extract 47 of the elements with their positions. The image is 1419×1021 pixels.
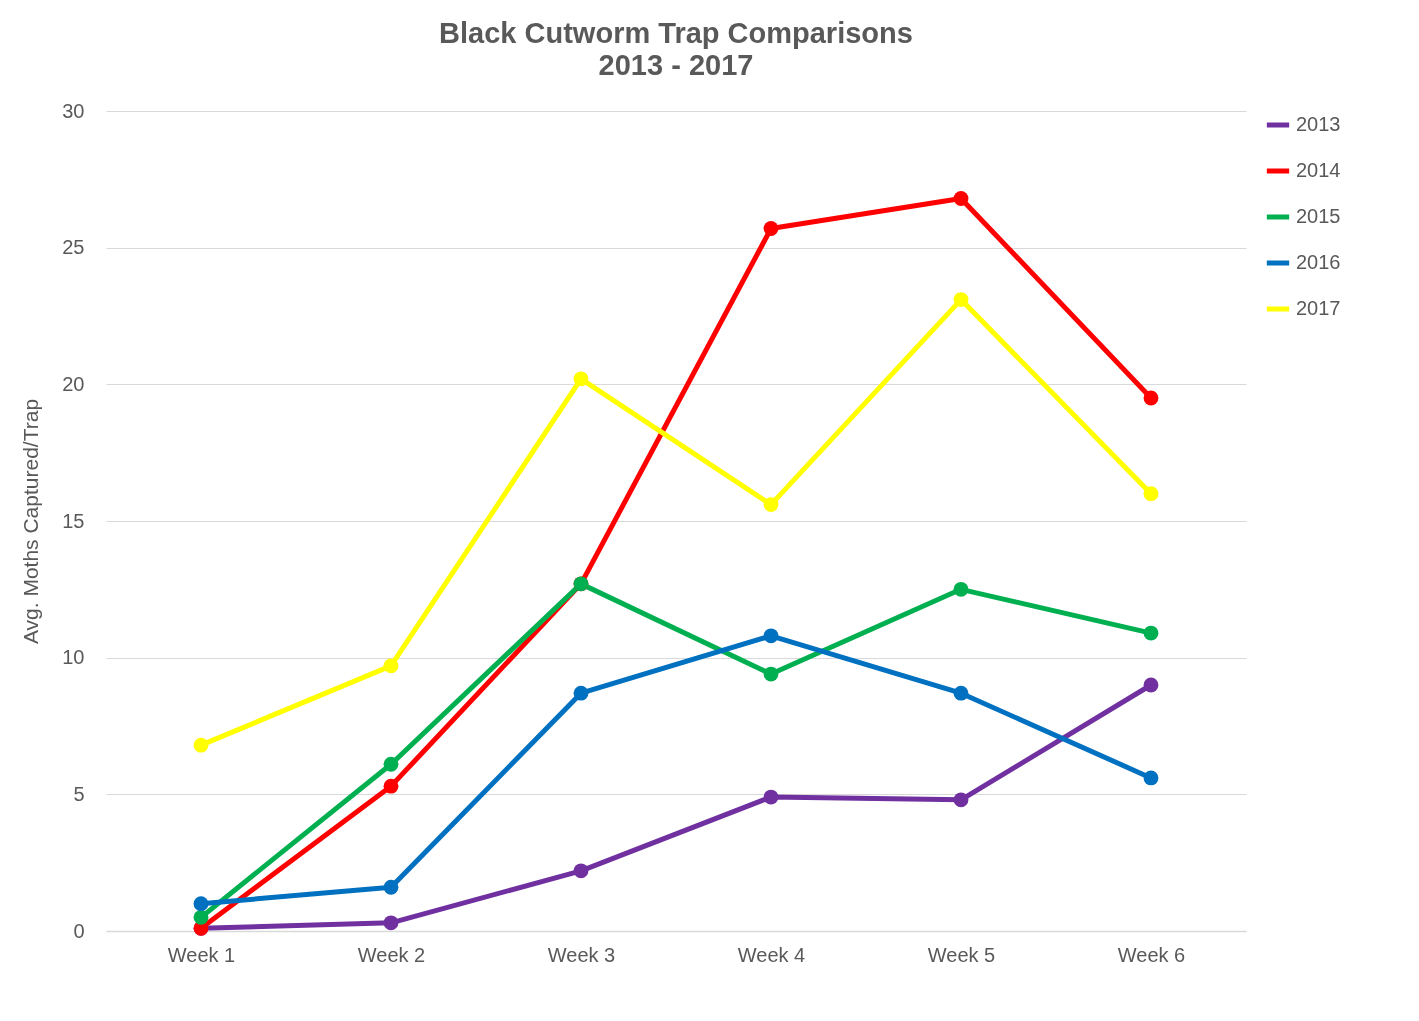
chart-title: Black Cutworm Trap Comparisons xyxy=(439,17,913,49)
point xyxy=(1143,390,1159,406)
point xyxy=(1143,486,1159,502)
x-tick-label: Week 2 xyxy=(357,943,426,966)
point xyxy=(953,581,969,597)
point xyxy=(763,628,779,644)
point xyxy=(383,879,399,895)
point xyxy=(573,371,589,387)
y-tick-label: 10 xyxy=(62,646,85,669)
point xyxy=(763,497,779,512)
y-tick-label: 5 xyxy=(73,782,85,805)
legend-label: 2014 xyxy=(1296,159,1341,181)
x-tick-label: Week 4 xyxy=(737,943,806,966)
chart-subtitle: 2013 - 2017 xyxy=(598,49,754,81)
legend-label: 2017 xyxy=(1296,297,1341,319)
y-tick-label: 15 xyxy=(62,509,85,532)
point xyxy=(1143,770,1159,786)
x-tick-label: Week 1 xyxy=(167,943,236,966)
point xyxy=(953,792,969,808)
point xyxy=(573,863,589,879)
point xyxy=(763,666,779,682)
point xyxy=(193,896,209,912)
y-tick-label: 20 xyxy=(62,372,85,395)
x-tick-label: Week 3 xyxy=(547,943,616,966)
legend-label: 2016 xyxy=(1296,251,1341,273)
x-tick-label: Week 6 xyxy=(1117,943,1186,966)
point xyxy=(193,737,209,753)
y-tick-label: 30 xyxy=(62,99,85,122)
point xyxy=(763,789,779,805)
point xyxy=(1143,625,1159,641)
y-tick-label: 25 xyxy=(62,236,85,259)
y-tick-label: 0 xyxy=(73,919,85,942)
point xyxy=(763,221,779,236)
point xyxy=(193,909,209,925)
point xyxy=(383,658,399,674)
point xyxy=(953,191,969,206)
y-axis-title: Avg. Moths Captured/Trap xyxy=(19,398,43,645)
legend-label: 2015 xyxy=(1296,205,1341,227)
point xyxy=(573,685,589,701)
point xyxy=(953,292,969,307)
x-tick-label: Week 5 xyxy=(927,943,996,966)
point xyxy=(383,778,399,794)
legend-label: 2013 xyxy=(1296,113,1341,135)
point xyxy=(1143,677,1159,693)
point xyxy=(953,685,969,701)
point xyxy=(383,756,399,772)
point xyxy=(383,915,399,931)
